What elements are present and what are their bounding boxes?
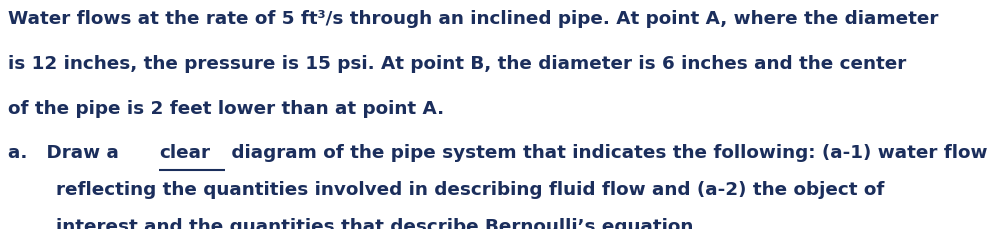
Text: Water flows at the rate of 5 ft³/s through an inclined pipe. At point A, where t: Water flows at the rate of 5 ft³/s throu… (8, 10, 939, 28)
Text: a.   Draw a: a. Draw a (8, 144, 126, 162)
Text: diagram of the pipe system that indicates the following: (a-1) water flow: diagram of the pipe system that indicate… (225, 144, 988, 162)
Text: reflecting the quantities involved in describing fluid flow and (a-2) the object: reflecting the quantities involved in de… (56, 181, 884, 199)
Text: of the pipe is 2 feet lower than at point A.: of the pipe is 2 feet lower than at poin… (8, 100, 444, 118)
Text: clear: clear (160, 144, 210, 162)
Text: interest and the quantities that describe Bernoulli’s equation.: interest and the quantities that describ… (56, 218, 700, 229)
Text: is 12 inches, the pressure is 15 psi. At point B, the diameter is 6 inches and t: is 12 inches, the pressure is 15 psi. At… (8, 55, 907, 73)
